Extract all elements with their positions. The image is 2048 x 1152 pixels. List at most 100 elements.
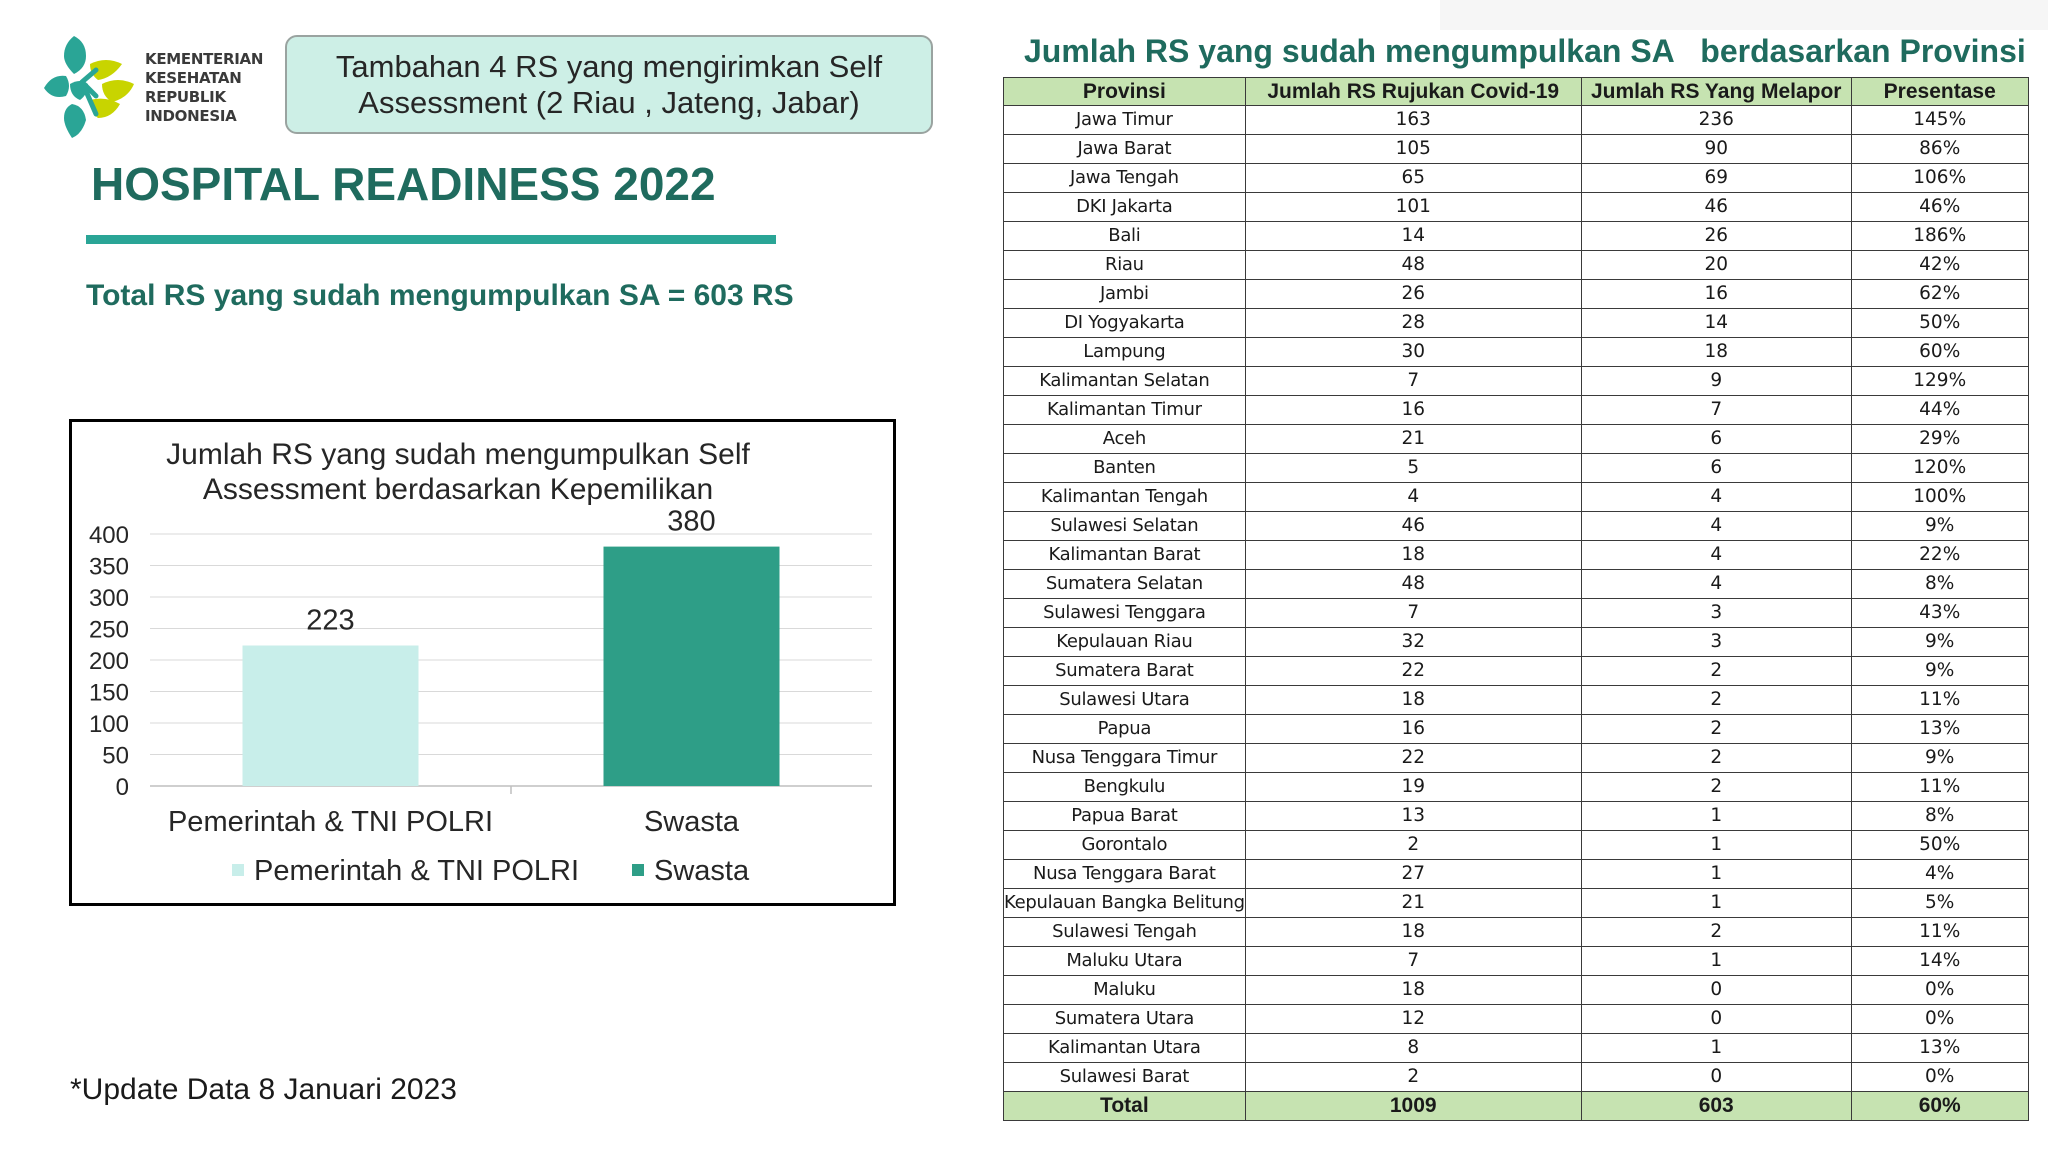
cell-melapor: 2 — [1580, 917, 1852, 947]
cell-presentase: 106% — [1850, 163, 2029, 193]
table-row: Papua 16 2 13% — [1003, 714, 2029, 744]
cell-melapor: 7 — [1580, 395, 1852, 425]
cell-melapor: 1 — [1580, 830, 1852, 860]
cell-melapor: 0 — [1580, 1004, 1852, 1034]
cell-melapor: 90 — [1580, 134, 1852, 164]
ownership-bar-chart: Jumlah RS yang sudah mengumpulkan Self A… — [69, 419, 896, 906]
cell-presentase: 86% — [1850, 134, 2029, 164]
cell-rujukan: 18 — [1244, 540, 1582, 570]
cell-melapor: 2 — [1580, 772, 1852, 802]
cell-melapor: 1 — [1580, 1033, 1852, 1063]
cell-rujukan: 27 — [1244, 859, 1582, 889]
y-tick-label: 150 — [89, 680, 129, 707]
cell-melapor: 2 — [1580, 743, 1852, 773]
cell-rujukan: 18 — [1244, 917, 1582, 947]
cell-prov-name: Kalimantan Timur — [1003, 395, 1246, 425]
table-row: Sulawesi Tengah 18 2 11% — [1003, 917, 2029, 947]
cell-prov-name: Kepulauan Riau — [1003, 627, 1246, 657]
cell-rujukan: 32 — [1244, 627, 1582, 657]
cell-rujukan: 18 — [1244, 975, 1582, 1005]
table-row: Sulawesi Selatan 46 4 9% — [1003, 511, 2029, 541]
y-tick-label: 400 — [89, 522, 129, 549]
cell-prov-name: Sumatera Selatan — [1003, 569, 1246, 599]
cell-presentase: 13% — [1850, 1033, 2029, 1063]
cell-melapor: 16 — [1580, 279, 1852, 309]
cell-rujukan: 21 — [1244, 888, 1582, 918]
x-category-label: Swasta — [644, 806, 740, 838]
cell-rujukan: 65 — [1244, 163, 1582, 193]
cell-prov-name: Nusa Tenggara Timur — [1003, 743, 1246, 773]
x-category-label: Pemerintah & TNI POLRI — [168, 806, 493, 838]
cell-presentase: 11% — [1850, 917, 2029, 947]
cell-rujukan: 101 — [1244, 192, 1582, 222]
cell-presentase: 9% — [1850, 627, 2029, 657]
y-tick-label: 300 — [89, 585, 129, 612]
cell-presentase: 9% — [1850, 511, 2029, 541]
table-row: Jambi 26 16 62% — [1003, 279, 2029, 309]
cell-prov-name: Papua Barat — [1003, 801, 1246, 831]
update-callout: Tambahan 4 RS yang mengirimkan Self Asse… — [285, 35, 933, 134]
table-row: DI Yogyakarta 28 14 50% — [1003, 308, 2029, 338]
cell-melapor: 4 — [1580, 569, 1852, 599]
table-title: Jumlah RS yang sudah mengumpulkan SA ber… — [1024, 33, 2026, 69]
cell-rujukan: 48 — [1244, 250, 1582, 280]
table-row: Papua Barat 13 1 8% — [1003, 801, 2029, 831]
cell-presentase: 0% — [1850, 1004, 2029, 1034]
cell-presentase: 50% — [1850, 830, 2029, 860]
cell-presentase: 8% — [1850, 801, 2029, 831]
cell-melapor: 26 — [1580, 221, 1852, 251]
cell-prov-name: Aceh — [1003, 424, 1246, 454]
table-row: Kalimantan Tengah 4 4 100% — [1003, 482, 2029, 512]
table-row: Sumatera Selatan 48 4 8% — [1003, 569, 2029, 599]
header-provinsi: Provinsi — [1003, 77, 1246, 106]
cell-rujukan: 18 — [1244, 685, 1582, 715]
logo-line-4: INDONESIA — [145, 107, 237, 125]
cell-prov-name: Maluku — [1003, 975, 1246, 1005]
cell-rujukan: 5 — [1244, 453, 1582, 483]
table-row: Kepulauan Bangka Belitung 21 1 5% — [1003, 888, 2029, 918]
cell-rujukan: 46 — [1244, 511, 1582, 541]
cell-melapor: 1 — [1580, 946, 1852, 976]
cell-rujukan: 16 — [1244, 395, 1582, 425]
cell-rujukan: 7 — [1244, 946, 1582, 976]
cell-presentase: 4% — [1850, 859, 2029, 889]
cell-melapor: 9 — [1580, 366, 1852, 396]
cell-rujukan: 2 — [1244, 830, 1582, 860]
cell-presentase: 0% — [1850, 975, 2029, 1005]
cell-melapor: 0 — [1580, 975, 1852, 1005]
cell-prov-name: Gorontalo — [1003, 830, 1246, 860]
cell-prov-name: Sulawesi Utara — [1003, 685, 1246, 715]
bar-1 — [603, 546, 780, 786]
table-row: Sumatera Utara 12 0 0% — [1003, 1004, 2029, 1034]
cell-melapor: 6 — [1580, 424, 1852, 454]
cell-prov-name: Kalimantan Tengah — [1003, 482, 1246, 512]
y-tick-label: 250 — [89, 617, 129, 644]
cell-melapor: 3 — [1580, 598, 1852, 628]
table-row: Maluku 18 0 0% — [1003, 975, 2029, 1005]
cell-prov-name: Sumatera Utara — [1003, 1004, 1246, 1034]
cell-presentase: 9% — [1850, 743, 2029, 773]
table-row: Sumatera Barat 22 2 9% — [1003, 656, 2029, 686]
table-row: Aceh 21 6 29% — [1003, 424, 2029, 454]
total-summary: Total RS yang sudah mengumpulkan SA = 60… — [86, 279, 794, 312]
cell-rujukan: 8 — [1244, 1033, 1582, 1063]
bar-0 — [242, 645, 419, 786]
cell-melapor: 14 — [1580, 308, 1852, 338]
cell-melapor: 69 — [1580, 163, 1852, 193]
cell-rujukan: 28 — [1244, 308, 1582, 338]
cell-prov-name: Maluku Utara — [1003, 946, 1246, 976]
page-title: HOSPITAL READINESS 2022 — [91, 158, 716, 210]
slide-corner-background — [1440, 0, 2048, 30]
cell-presentase: 60% — [1850, 337, 2029, 367]
cell-rujukan: 22 — [1244, 656, 1582, 686]
total-rujukan: 1009 — [1244, 1091, 1582, 1121]
cell-prov-name: Nusa Tenggara Barat — [1003, 859, 1246, 889]
cell-rujukan: 4 — [1244, 482, 1582, 512]
cell-melapor: 4 — [1580, 540, 1852, 570]
y-tick-label: 100 — [89, 711, 129, 738]
cell-presentase: 44% — [1850, 395, 2029, 425]
legend-swatch-1 — [632, 864, 644, 876]
table-row: DKI Jakarta 101 46 46% — [1003, 192, 2029, 222]
cell-prov-name: Sulawesi Barat — [1003, 1062, 1246, 1092]
cell-prov-name: Kalimantan Utara — [1003, 1033, 1246, 1063]
